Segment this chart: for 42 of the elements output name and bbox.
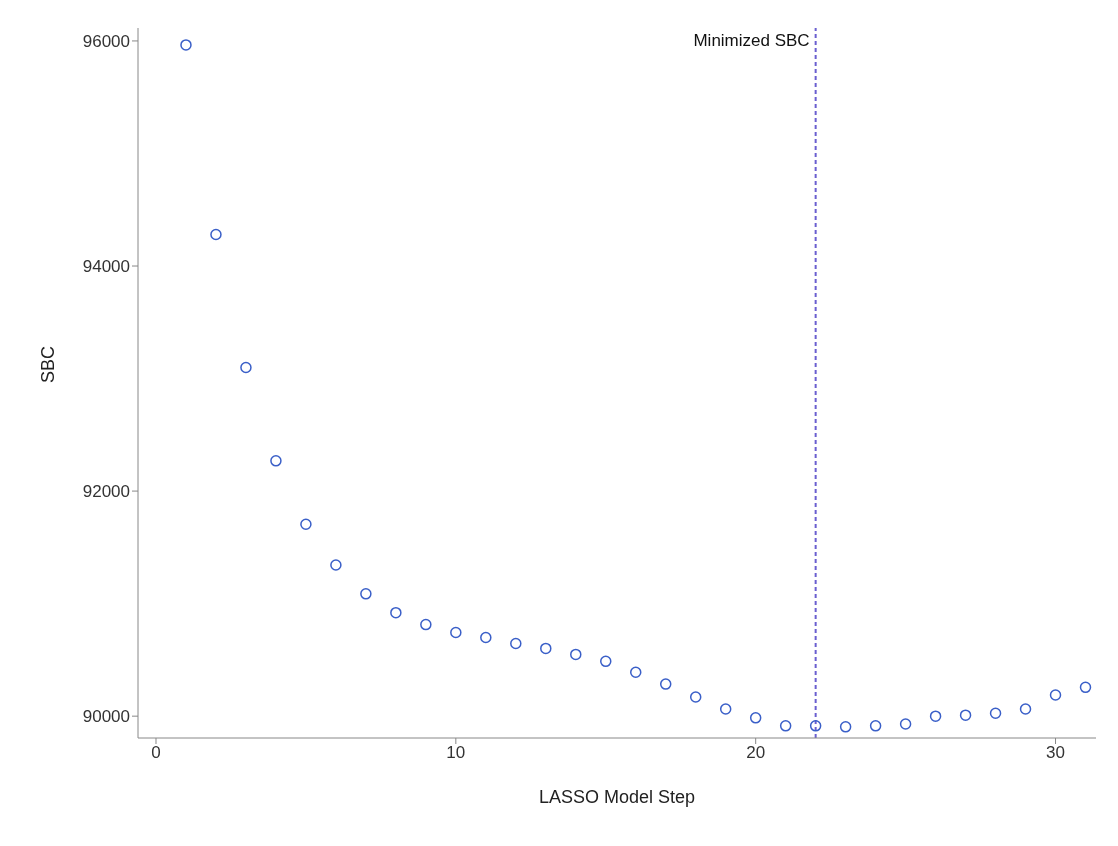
point — [629, 666, 642, 679]
point — [779, 720, 792, 732]
point — [659, 678, 672, 690]
point — [809, 720, 822, 732]
y-tick-label: 90000 — [82, 707, 130, 727]
point — [540, 642, 552, 655]
point — [240, 361, 252, 374]
point — [899, 718, 912, 730]
point — [270, 455, 282, 467]
y-tick-label: 92000 — [82, 482, 130, 502]
point — [689, 691, 702, 703]
point — [210, 228, 222, 241]
point — [1049, 689, 1062, 701]
point — [570, 648, 582, 661]
point — [1079, 681, 1092, 694]
point — [989, 707, 1002, 719]
y-tick-label: 96000 — [82, 31, 130, 51]
point — [869, 720, 882, 732]
point — [600, 655, 612, 668]
x-tick-label: 0 — [151, 743, 161, 763]
point — [839, 721, 852, 733]
y-axis-title: SBC — [38, 345, 59, 383]
point — [180, 39, 192, 51]
point — [749, 712, 762, 724]
ref-line-label: Minimized SBC — [693, 31, 810, 51]
point — [300, 518, 312, 531]
point — [390, 606, 402, 619]
point — [330, 559, 342, 571]
point — [510, 637, 522, 650]
x-axis-title: LASSO Model Step — [538, 787, 696, 807]
point — [480, 631, 492, 644]
point — [929, 710, 942, 722]
x-tick-label: 10 — [446, 743, 466, 763]
point — [1019, 703, 1032, 715]
x-tick-label: 30 — [1046, 743, 1065, 763]
point — [719, 703, 732, 715]
point — [450, 626, 462, 639]
point — [959, 709, 972, 721]
y-tick-label: 94000 — [82, 257, 130, 277]
point — [360, 588, 372, 600]
point — [420, 618, 432, 631]
x-tick-label: 20 — [746, 743, 766, 763]
